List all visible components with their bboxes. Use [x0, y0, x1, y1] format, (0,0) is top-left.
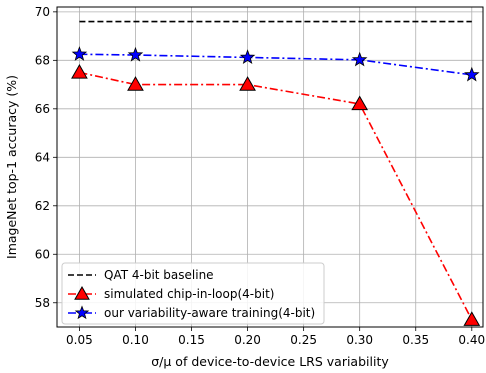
legend: QAT 4-bit baseline simulated chip-in-loop… [61, 262, 325, 325]
x-tick-label: 0.05 [66, 333, 93, 347]
x-tick-label: 0.25 [290, 333, 317, 347]
variability-aware-point [239, 49, 256, 65]
legend-box [61, 262, 325, 325]
x-tick-label: 0.20 [234, 333, 261, 347]
chip-in-loop-point [127, 76, 144, 91]
y-tick-label: 68 [35, 53, 50, 67]
y-axis-label: ImageNet top-1 accuracy (%) [4, 75, 19, 259]
variability-aware-point [464, 66, 480, 82]
chip-in-loop-line [79, 71, 473, 321]
variability-aware-point [351, 51, 368, 67]
variability-aware-point [127, 46, 144, 62]
series-group [71, 20, 481, 326]
variability-aware-point [71, 46, 88, 61]
y-tick-label: 66 [35, 102, 50, 116]
x-tick-label: 0.10 [122, 333, 149, 347]
x-axis-label: σ/μ of device-to-device LRS variability [151, 354, 389, 369]
legend-label-variability-aware: our variability-aware training(4-bit) [104, 306, 315, 320]
plot-frame [56, 6, 484, 328]
x-tick-label: 0.15 [178, 333, 205, 347]
x-tick-label: 0.40 [458, 333, 485, 347]
y-tick-label: 70 [35, 5, 50, 19]
y-tick-label: 58 [35, 296, 50, 310]
chip-in-loop-point [71, 63, 88, 79]
x-tick-label: 0.30 [346, 333, 373, 347]
legend-marker-variability-aware [74, 305, 90, 320]
chip-in-loop-point [351, 95, 369, 111]
y-tick-label: 60 [35, 247, 50, 261]
y-tick-label: 64 [35, 150, 50, 164]
x-tick-label: 0.35 [402, 333, 429, 347]
legend-label-chip-in-loop: simulated chip-in-loop(4-bit) [104, 287, 274, 301]
y-tick-label: 62 [35, 199, 50, 213]
legend-marker-chip-in-loop [74, 285, 90, 300]
axis-ticks: 0.05 0.10 0.15 0.20 0.25 0.30 0.35 0.40 58 60 62 64… [35, 5, 485, 347]
chip-in-loop-point [239, 76, 256, 91]
variability-aware-line [79, 53, 472, 76]
chip-in-loop-point [463, 311, 481, 326]
legend-label-qat-baseline: QAT 4-bit baseline [104, 268, 214, 282]
